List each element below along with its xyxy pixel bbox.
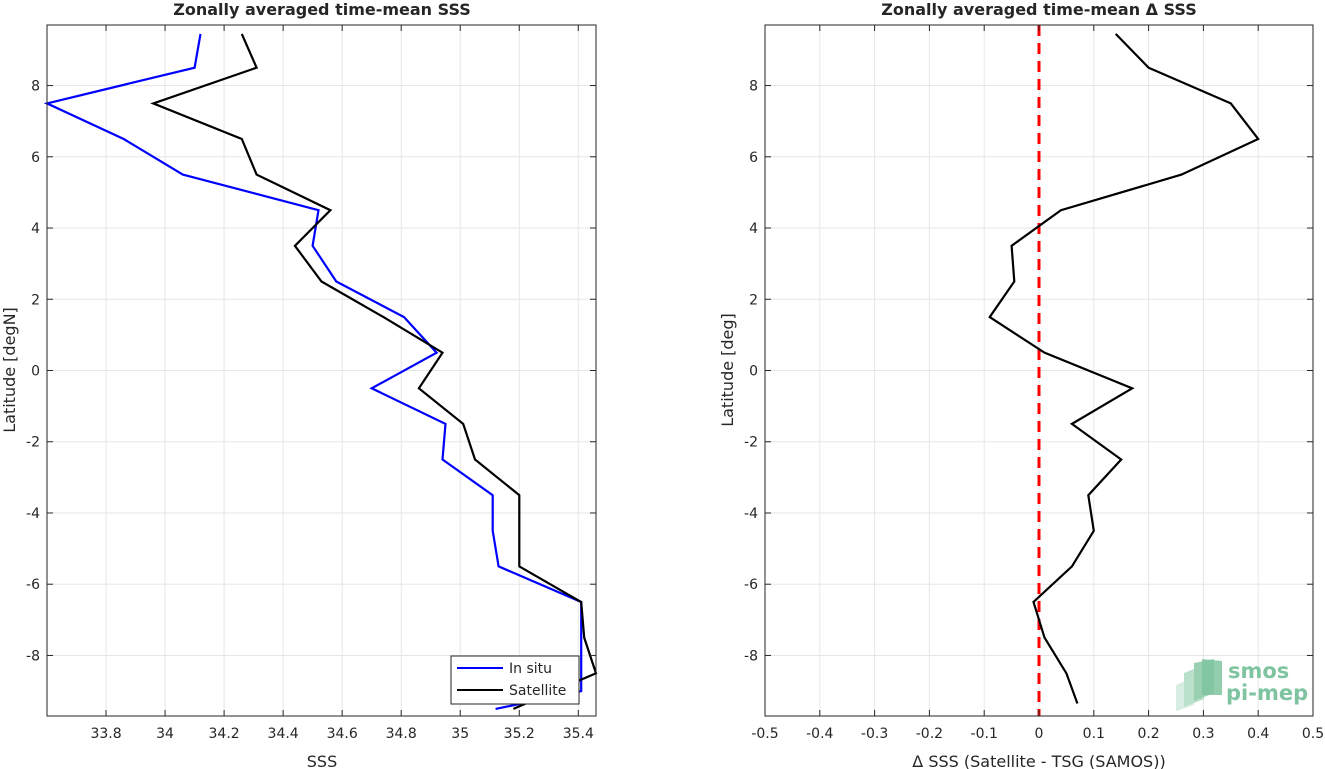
y-tick-label: 0 xyxy=(749,364,758,380)
logo-text-smos: smos xyxy=(1228,659,1289,683)
y-tick-label: -4 xyxy=(26,506,40,522)
legend: In situ Satellite xyxy=(450,655,580,705)
y-tick-label: -4 xyxy=(744,506,758,522)
y-tick-label: 4 xyxy=(31,221,40,237)
y-ticks-right: -8 -6 -4 -2 0 2 4 6 8 xyxy=(744,79,1313,664)
y-tick-label: -8 xyxy=(744,648,758,664)
x-tick-label: 34.6 xyxy=(327,726,358,742)
x-tick-label: -0.1 xyxy=(971,726,998,742)
x-tick-label: -0.3 xyxy=(861,726,888,742)
x-tick-label: 0.3 xyxy=(1192,726,1214,742)
y-tick-label: -6 xyxy=(26,577,40,593)
x-tick-label: -0.2 xyxy=(916,726,943,742)
x-tick-label: 35.2 xyxy=(504,726,535,742)
logo-text-pi-mep: pi-mep xyxy=(1226,681,1308,705)
y-tick-label: 2 xyxy=(31,292,40,308)
y-tick-label: 6 xyxy=(749,150,758,166)
x-tick-label: -0.4 xyxy=(806,726,833,742)
sss-panel: Zonally averaged time-mean SSS SSS Latit… xyxy=(0,0,598,769)
y-tick-label: -2 xyxy=(26,435,40,451)
chart-title-left: Zonally averaged time-mean SSS xyxy=(173,0,471,19)
x-tick-label: 34.4 xyxy=(268,726,299,742)
delta-sss-panel: Zonally averaged time-mean Δ SSS Δ SSS (… xyxy=(718,0,1324,769)
x-tick-label: 35 xyxy=(451,726,469,742)
x-axis-label-left: SSS xyxy=(307,752,337,769)
grid-left xyxy=(47,25,596,716)
x-tick-label: 34 xyxy=(156,726,174,742)
y-tick-label: -8 xyxy=(26,648,40,664)
series-line-satellite xyxy=(150,33,598,710)
x-tick-label: 33.8 xyxy=(90,726,121,742)
legend-label-in-situ: In situ xyxy=(509,661,552,677)
y-ticks-left: -8 -6 -4 -2 0 2 4 6 8 xyxy=(26,79,596,664)
y-tick-label: 8 xyxy=(749,79,758,95)
smos-pi-mep-logo: smos pi-mep xyxy=(1176,659,1308,711)
series-line-in-situ xyxy=(43,33,583,710)
x-tick-label: 0.2 xyxy=(1137,726,1159,742)
legend-box xyxy=(450,655,580,705)
series-line-delta-sss xyxy=(988,33,1260,704)
x-axis-label-right: Δ SSS (Satellite - TSG (SAMOS)) xyxy=(912,752,1165,769)
x-tick-label: 35.4 xyxy=(563,726,594,742)
logo-mark-icon xyxy=(1176,659,1222,711)
x-ticks-right: -0.5 -0.4 -0.3 -0.2 -0.1 0 0.1 0.2 0.3 0.4 0.5 xyxy=(751,25,1324,742)
y-tick-label: 6 xyxy=(31,150,40,166)
x-tick-label: 0.1 xyxy=(1083,726,1105,742)
y-tick-label: -2 xyxy=(744,435,758,451)
y-axis-label-right: Latitude [deg] xyxy=(718,313,737,427)
x-ticks-left: 33.8 34 34.2 34.4 34.6 34.8 35 35.2 35.4 xyxy=(90,25,594,742)
y-tick-label: 8 xyxy=(31,79,40,95)
y-tick-label: 2 xyxy=(749,292,758,308)
chart-title-right: Zonally averaged time-mean Δ SSS xyxy=(881,0,1197,19)
series-lines-right xyxy=(988,33,1260,704)
legend-label-satellite: Satellite xyxy=(509,683,566,699)
x-tick-label: -0.5 xyxy=(751,726,778,742)
y-tick-label: 4 xyxy=(749,221,758,237)
y-tick-label: 0 xyxy=(31,364,40,380)
x-tick-label: 34.2 xyxy=(209,726,240,742)
x-tick-label: 0.5 xyxy=(1302,726,1324,742)
x-tick-label: 0.4 xyxy=(1247,726,1269,742)
x-tick-label: 0 xyxy=(1035,726,1044,742)
y-tick-label: -6 xyxy=(744,577,758,593)
x-tick-label: 34.8 xyxy=(386,726,417,742)
y-axis-label-left: Latitude [degN] xyxy=(0,307,19,433)
series-lines-left xyxy=(43,33,598,710)
